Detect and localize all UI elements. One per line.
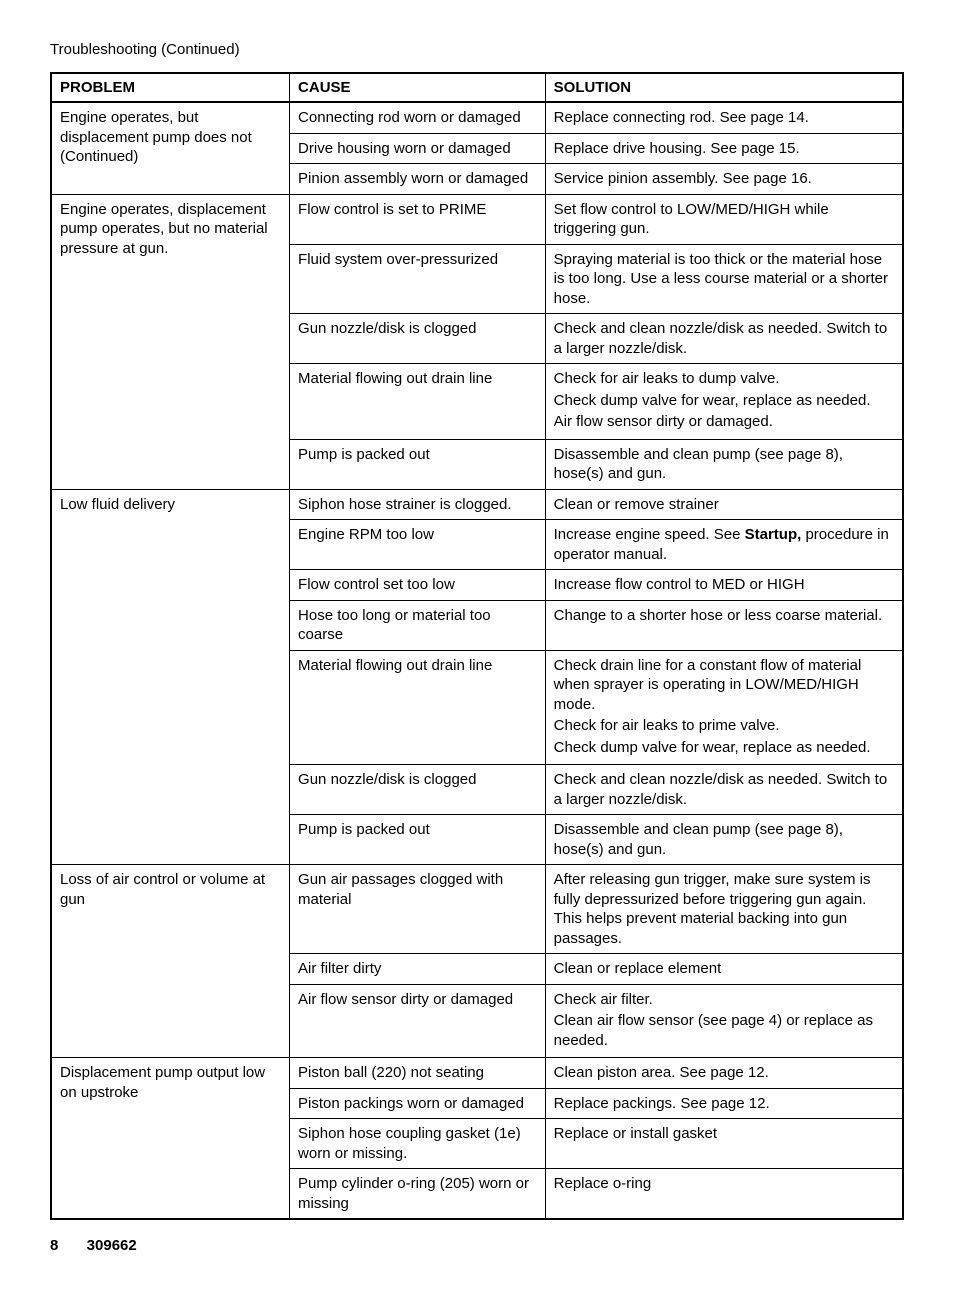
- table-row: Low fluid deliverySiphon hose strainer i…: [51, 489, 903, 520]
- troubleshooting-table: PROBLEM CAUSE SOLUTION Engine operates, …: [50, 72, 904, 1221]
- solution-cell: Increase engine speed. See Startup, proc…: [545, 520, 903, 570]
- cause-cell: Piston packings worn or damaged: [290, 1088, 546, 1119]
- cause-cell: Material flowing out drain line: [290, 364, 546, 440]
- cause-cell: Pinion assembly worn or damaged: [290, 164, 546, 195]
- solution-cell: Check and clean nozzle/disk as needed. S…: [545, 314, 903, 364]
- solution-cell: After releasing gun trigger, make sure s…: [545, 865, 903, 954]
- doc-number: 309662: [87, 1237, 137, 1254]
- cause-cell: Piston ball (220) not seating: [290, 1058, 546, 1089]
- solution-cell: Spraying material is too thick or the ma…: [545, 244, 903, 314]
- cause-cell: Hose too long or material too coarse: [290, 600, 546, 650]
- col-header-problem: PROBLEM: [51, 73, 290, 103]
- cause-cell: Pump cylinder o-ring (205) worn or missi…: [290, 1169, 546, 1220]
- cause-cell: Drive housing worn or damaged: [290, 133, 546, 164]
- solution-cell: Disassemble and clean pump (see page 8),…: [545, 439, 903, 489]
- problem-cell: Low fluid delivery: [51, 489, 290, 865]
- problem-cell: Engine operates, displacement pump opera…: [51, 194, 290, 489]
- col-header-solution: SOLUTION: [545, 73, 903, 103]
- solution-cell: Change to a shorter hose or less coarse …: [545, 600, 903, 650]
- cause-cell: Air filter dirty: [290, 954, 546, 985]
- page-number: 8: [50, 1236, 70, 1256]
- solution-cell: Replace o-ring: [545, 1169, 903, 1220]
- solution-cell: Clean piston area. See page 12.: [545, 1058, 903, 1089]
- page-header-title: Troubleshooting (Continued): [50, 41, 240, 58]
- solution-cell: Check for air leaks to dump valve.Check …: [545, 364, 903, 440]
- solution-cell: Replace or install gasket: [545, 1119, 903, 1169]
- solution-cell: Replace packings. See page 12.: [545, 1088, 903, 1119]
- cause-cell: Gun nozzle/disk is clogged: [290, 765, 546, 815]
- table-row: Loss of air control or volume at gunGun …: [51, 865, 903, 954]
- cause-cell: Connecting rod worn or damaged: [290, 102, 546, 133]
- solution-cell: Disassemble and clean pump (see page 8),…: [545, 815, 903, 865]
- solution-cell: Service pinion assembly. See page 16.: [545, 164, 903, 195]
- problem-cell: Displacement pump output low on upstroke: [51, 1058, 290, 1220]
- col-header-cause: CAUSE: [290, 73, 546, 103]
- solution-cell: Check drain line for a constant flow of …: [545, 650, 903, 765]
- cause-cell: Flow control is set to PRIME: [290, 194, 546, 244]
- table-row: Engine operates, but displacement pump d…: [51, 102, 903, 133]
- problem-cell: Engine operates, but displacement pump d…: [51, 102, 290, 194]
- solution-cell: Clean or remove strainer: [545, 489, 903, 520]
- cause-cell: Pump is packed out: [290, 439, 546, 489]
- solution-cell: Check and clean nozzle/disk as needed. S…: [545, 765, 903, 815]
- cause-cell: Gun air passages clogged with material: [290, 865, 546, 954]
- cause-cell: Pump is packed out: [290, 815, 546, 865]
- cause-cell: Siphon hose coupling gasket (1e) worn or…: [290, 1119, 546, 1169]
- problem-cell: Loss of air control or volume at gun: [51, 865, 290, 1058]
- cause-cell: Air flow sensor dirty or damaged: [290, 984, 546, 1058]
- cause-cell: Flow control set too low: [290, 570, 546, 601]
- solution-cell: Replace connecting rod. See page 14.: [545, 102, 903, 133]
- table-row: Engine operates, displacement pump opera…: [51, 194, 903, 244]
- table-header-row: PROBLEM CAUSE SOLUTION: [51, 73, 903, 103]
- cause-cell: Engine RPM too low: [290, 520, 546, 570]
- solution-cell: Clean or replace element: [545, 954, 903, 985]
- solution-cell: Replace drive housing. See page 15.: [545, 133, 903, 164]
- cause-cell: Material flowing out drain line: [290, 650, 546, 765]
- cause-cell: Fluid system over-pressurized: [290, 244, 546, 314]
- page-footer: 8 309662: [50, 1236, 904, 1256]
- table-row: Displacement pump output low on upstroke…: [51, 1058, 903, 1089]
- solution-cell: Check air filter.Clean air flow sensor (…: [545, 984, 903, 1058]
- solution-cell: Set flow control to LOW/MED/HIGH while t…: [545, 194, 903, 244]
- cause-cell: Gun nozzle/disk is clogged: [290, 314, 546, 364]
- cause-cell: Siphon hose strainer is clogged.: [290, 489, 546, 520]
- solution-cell: Increase flow control to MED or HIGH: [545, 570, 903, 601]
- page-header: Troubleshooting (Continued): [50, 40, 904, 60]
